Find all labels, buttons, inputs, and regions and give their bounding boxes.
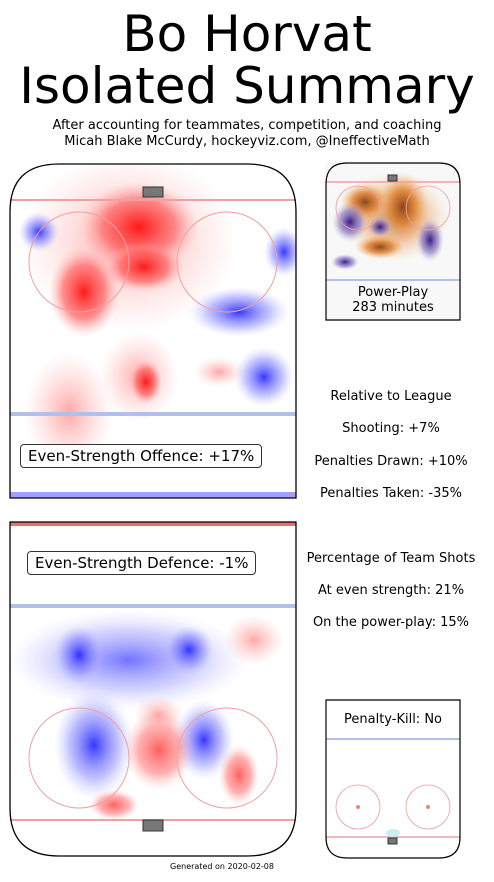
penalty-kill-label: Penalty-Kill: No xyxy=(344,712,442,727)
goal-net xyxy=(142,819,164,832)
offence-cold-zone xyxy=(234,347,294,407)
offence-rink-heatmap xyxy=(9,163,297,499)
defence-hot-zone xyxy=(219,745,259,805)
subtitle-methodology: After accounting for teammates, competit… xyxy=(52,118,442,133)
defence-cold-zone xyxy=(164,625,214,675)
pp-cold-zone xyxy=(416,218,444,262)
defence-rink-boards xyxy=(9,521,297,857)
pp-cold-zone xyxy=(331,254,359,270)
generated-date: Generated on 2020-02-08 xyxy=(170,862,274,871)
pp-cold-zone xyxy=(368,217,392,237)
offence-hot-zone xyxy=(49,247,119,337)
defence-cold-zone xyxy=(10,610,249,710)
penalties-drawn-stat: Penalties Drawn: +10% xyxy=(314,454,468,469)
defence-cold-zone xyxy=(54,690,134,800)
faceoff-dot-left xyxy=(356,805,360,809)
pp-hot-zone xyxy=(355,235,405,259)
power-play-share: On the power-play: 15% xyxy=(312,615,470,630)
faceoff-circle-left xyxy=(335,185,381,231)
defence-hot-zone xyxy=(224,615,284,665)
shooting-stat: Shooting: +7% xyxy=(342,421,440,436)
team-shots-heading: Percentage of Team Shots xyxy=(306,551,476,566)
defence-hot-zone xyxy=(124,710,194,790)
offence-cold-zone xyxy=(264,227,296,277)
penalty-kill-rink-boards xyxy=(325,699,461,859)
goal-net xyxy=(387,837,398,845)
faceoff-circle-right xyxy=(176,211,278,313)
faceoff-circle-right xyxy=(405,185,451,231)
faceoff-circle-right xyxy=(176,707,278,809)
even-strength-share: At even strength: 21% xyxy=(317,583,465,598)
defence-cold-zone xyxy=(54,625,104,685)
power-play-minutes: 283 minutes xyxy=(352,300,434,315)
penalties-taken-stat: Penalties Taken: -35% xyxy=(320,486,462,501)
pp-cold-zone xyxy=(332,202,368,242)
faceoff-circle-left xyxy=(28,707,130,809)
power-play-label: Power-Play 283 minutes xyxy=(326,285,460,315)
faceoff-circle-left xyxy=(28,211,130,313)
offence-hot-zone xyxy=(130,360,162,404)
faceoff-circle-right xyxy=(405,784,451,830)
subtitle-author: Micah Blake McCurdy, hockeyviz.com, @Ine… xyxy=(64,134,430,149)
offence-hot-zone xyxy=(104,242,184,292)
goal-crease xyxy=(386,829,400,837)
defence-hot-zone xyxy=(89,790,139,820)
power-play-rink-boards xyxy=(325,162,461,321)
goal-net xyxy=(142,186,164,198)
defence-rink-heatmap xyxy=(9,521,297,857)
offence-cold-zone xyxy=(189,287,289,337)
faceoff-circle-left xyxy=(335,784,381,830)
offence-hot-zone xyxy=(194,357,244,387)
faceoff-dot-right xyxy=(426,805,430,809)
relative-heading: Relative to League xyxy=(330,389,452,404)
goal-net xyxy=(387,174,398,182)
offence-cold-strip xyxy=(10,492,296,498)
defence-label: Even-Strength Defence: -1% xyxy=(27,551,257,575)
power-play-rink-heatmap xyxy=(325,162,461,321)
title-player-name: Bo Horvat xyxy=(122,5,372,63)
defence-hot-strip xyxy=(10,522,296,526)
offence-label: Even-Strength Offence: +17% xyxy=(20,444,263,468)
power-play-title: Power-Play xyxy=(357,285,429,300)
title-summary: Isolated Summary xyxy=(19,57,475,115)
offence-rink-boards xyxy=(9,163,297,499)
penalty-kill-rink xyxy=(325,699,461,859)
defence-hot-zone xyxy=(134,695,184,735)
